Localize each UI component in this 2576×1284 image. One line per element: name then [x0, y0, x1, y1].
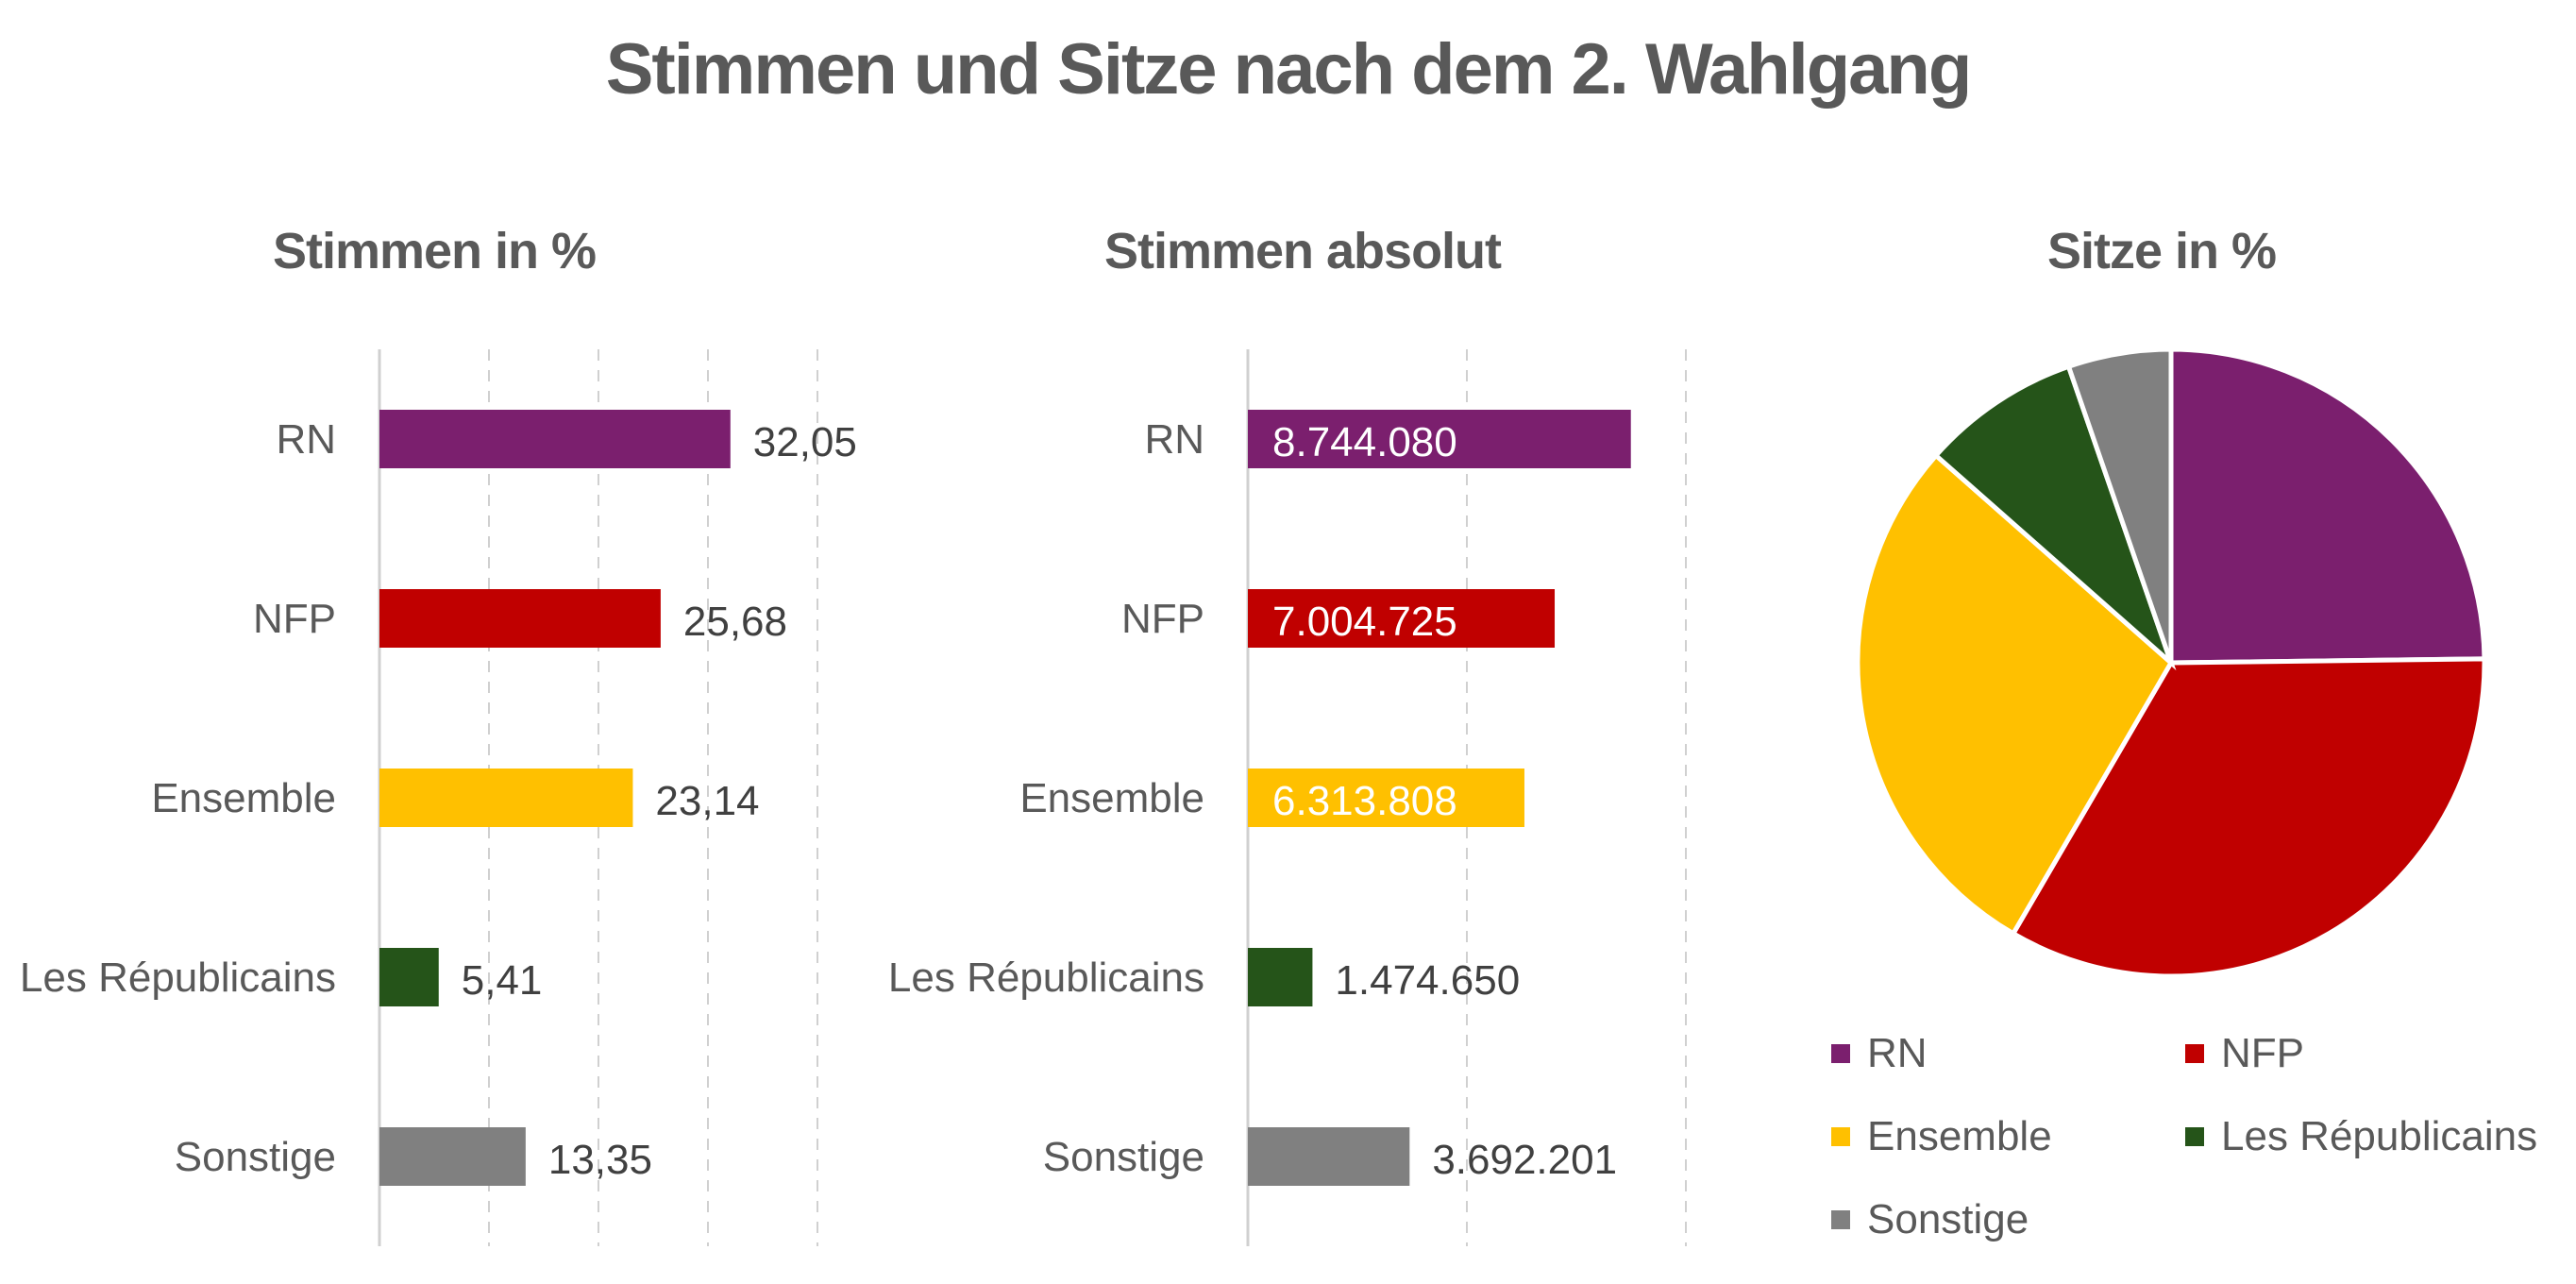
legend-label: Sonstige — [1867, 1196, 2029, 1242]
abs-value-label: 8.744.080 — [1272, 419, 1457, 465]
abs-value-label: 6.313.808 — [1272, 778, 1457, 824]
pie-slice — [1932, 363, 2177, 671]
legend-swatch — [1831, 1044, 1850, 1063]
pct-value-label: 32,05 — [753, 419, 857, 465]
pct-bar — [379, 948, 439, 1006]
abs-category-label: Les Républicains — [888, 955, 1204, 1001]
abs-bar — [1248, 769, 1524, 827]
pct-bar — [379, 769, 633, 827]
pct-bar — [379, 589, 661, 648]
pct-category-label: Ensemble — [151, 775, 336, 821]
abs-value-label: 3.692.201 — [1432, 1137, 1617, 1183]
pie-slice — [2065, 346, 2174, 664]
abs-bar — [1248, 410, 1631, 468]
abs-bar — [1248, 1127, 1410, 1186]
pct-value-label: 25,68 — [683, 599, 787, 645]
chart-title: Stimmen und Sitze nach dem 2. Wahlgang — [605, 29, 1973, 110]
pie-slice — [2168, 346, 2487, 666]
pct-value-label: 5,41 — [462, 957, 543, 1004]
legend-swatch — [2185, 1127, 2204, 1146]
abs-bar — [1248, 948, 1313, 1006]
pie-slice — [2010, 656, 2487, 979]
pct-category-label: NFP — [253, 596, 336, 642]
abs-value-label: 7.004.725 — [1272, 599, 1457, 645]
legend-swatch — [1831, 1210, 1850, 1229]
abs-category-label: Ensemble — [1019, 775, 1204, 821]
legend-label: NFP — [2221, 1030, 2304, 1076]
pct-bar — [379, 1127, 526, 1186]
abs-bar — [1248, 589, 1556, 648]
legend-label: Les Républicains — [2221, 1113, 2537, 1159]
abs-value-label: 1.474.650 — [1335, 957, 1520, 1004]
legend-swatch — [2185, 1044, 2204, 1063]
abs-chart-title: Stimmen absolut — [1103, 223, 1502, 279]
pct-category-label: RN — [276, 416, 336, 463]
pie-slice — [1855, 451, 2175, 938]
seats-chart-title: Sitze in % — [2046, 223, 2277, 279]
legend-swatch — [1831, 1127, 1850, 1146]
pct-category-label: Sonstige — [175, 1134, 336, 1180]
abs-category-label: NFP — [1121, 596, 1204, 642]
pct-chart-title: Stimmen in % — [272, 223, 597, 279]
pct-category-label: Les Républicains — [20, 955, 336, 1001]
pct-bar — [379, 410, 731, 468]
abs-category-label: RN — [1144, 416, 1204, 463]
abs-category-label: Sonstige — [1043, 1134, 1204, 1180]
legend-label: RN — [1867, 1030, 1928, 1076]
pct-value-label: 13,35 — [548, 1137, 652, 1183]
pct-value-label: 23,14 — [655, 778, 759, 824]
legend-label: Ensemble — [1867, 1113, 2052, 1159]
